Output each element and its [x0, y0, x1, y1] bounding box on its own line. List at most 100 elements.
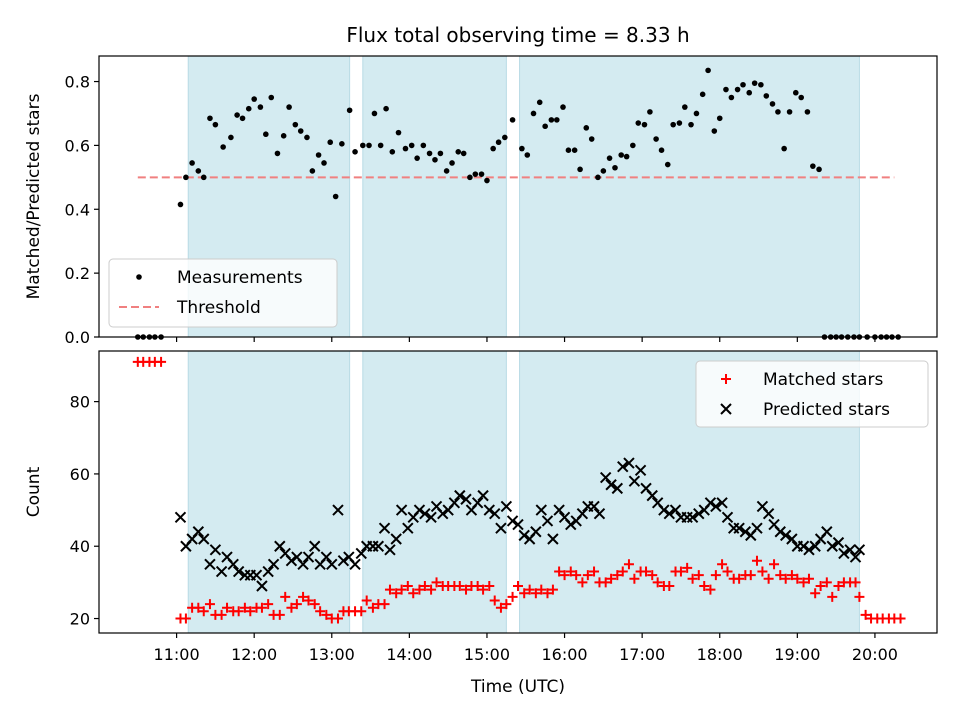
matched-stars-point	[356, 606, 367, 617]
measurement-point	[207, 115, 213, 122]
measurement-point	[245, 105, 252, 112]
matched-stars-point	[687, 573, 698, 584]
predicted-stars-point	[751, 522, 763, 534]
matched-stars-point	[239, 602, 250, 613]
predicted-stars-point	[853, 544, 866, 556]
matched-stars-point	[180, 613, 191, 624]
matched-stars-point	[367, 602, 378, 613]
matched-stars-point	[617, 566, 628, 577]
matched-stars-point	[530, 588, 541, 599]
measurement-point	[524, 152, 531, 158]
legend-measurements-label: Measurements	[177, 268, 303, 288]
predicted-stars-point	[786, 533, 798, 545]
predicted-stars-point	[256, 580, 268, 592]
observing-window	[362, 350, 507, 634]
matched-stars-point	[833, 581, 844, 591]
matched-stars-point	[675, 566, 686, 577]
measurement-point	[630, 142, 636, 149]
matched-stars-point	[478, 584, 489, 595]
matched-stars-point	[693, 570, 704, 581]
predicted-stars-point	[704, 497, 717, 509]
predicted-stars-point	[477, 489, 489, 502]
measurement-point	[366, 142, 372, 149]
matched-stars-point	[827, 591, 838, 602]
predicted-stars-point	[693, 507, 705, 520]
predicted-stars-point	[209, 544, 222, 556]
matched-stars-point	[507, 591, 518, 602]
predicted-stars-point	[541, 515, 554, 527]
x-tick-label: 15:00	[464, 645, 510, 664]
matched-stars-point	[198, 606, 209, 617]
predicted-stars-point	[262, 565, 274, 578]
predicted-stars-point	[425, 511, 437, 524]
x-tick-label: 14:00	[386, 645, 432, 664]
measurement-point	[212, 121, 219, 128]
x-tick-label: 11:00	[154, 645, 200, 664]
matched-stars-point	[589, 566, 600, 577]
measurement-point	[716, 115, 723, 122]
x-tick-label: 18:00	[697, 645, 743, 664]
matched-stars-point	[559, 570, 570, 581]
matched-stars-point	[303, 595, 314, 606]
matched-stars-point	[286, 602, 297, 613]
predicted-stars-point	[547, 533, 559, 545]
measurement-point	[309, 168, 316, 174]
measurement-point	[600, 168, 607, 174]
measurement-point	[781, 145, 787, 152]
predicted-stars-point	[535, 504, 547, 516]
matched-stars-point	[524, 584, 535, 595]
matched-stars-point	[705, 584, 716, 595]
measurement-point	[664, 161, 671, 168]
matched-stars-point	[722, 566, 733, 577]
measurement-point	[693, 110, 700, 117]
matched-stars-point	[396, 584, 407, 595]
predicted-stars-point	[500, 500, 513, 513]
predicted-stars-point	[611, 482, 624, 495]
measurement-point	[606, 155, 613, 161]
measurement-point	[228, 134, 234, 141]
measurement-point	[618, 152, 624, 158]
predicted-stars-point	[384, 544, 396, 556]
measurement-point	[183, 174, 189, 181]
measurement-point	[460, 150, 467, 157]
measurement-point	[502, 134, 508, 141]
measurement-point	[758, 81, 764, 88]
matched-stars-point	[536, 584, 547, 595]
predicted-stars-point	[174, 511, 187, 524]
matched-stars-point	[763, 573, 774, 584]
predicted-stars-point	[809, 540, 821, 552]
measurement-point	[635, 120, 642, 126]
predicted-stars-point	[355, 547, 367, 560]
matched-stars-point	[361, 595, 372, 606]
predicted-stars-point	[628, 475, 641, 487]
matched-stars-point	[454, 581, 465, 591]
matched-stars-point	[699, 581, 710, 591]
predicted-stars-point	[716, 497, 728, 509]
measurement-point	[234, 112, 240, 118]
measurement-point	[467, 174, 473, 181]
measurement-point	[653, 136, 659, 142]
predicted-stars-point	[506, 515, 519, 527]
matched-stars-point	[542, 588, 553, 599]
matched-stars-point	[501, 599, 512, 610]
predicted-stars-point	[390, 533, 402, 545]
measurement-point	[804, 109, 811, 115]
measurement-point	[304, 134, 310, 141]
predicted-stars-point	[686, 511, 699, 524]
matched-stars-point	[547, 584, 558, 595]
measurement-point	[455, 148, 462, 155]
measurement-point	[723, 86, 729, 93]
predicted-stars-point	[413, 504, 426, 516]
measurement-point	[408, 142, 415, 149]
predicted-stars-point	[779, 529, 792, 542]
measurement-point	[263, 131, 269, 138]
predicted-stars-point	[512, 518, 524, 531]
predicted-stars-point	[274, 540, 286, 552]
predicted-stars-point	[721, 511, 734, 524]
measurement-point	[239, 115, 246, 122]
matched-stars-point	[810, 588, 821, 599]
predicted-stars-point	[489, 507, 501, 520]
matched-stars-point	[402, 581, 413, 591]
matched-stars-point	[216, 609, 227, 620]
